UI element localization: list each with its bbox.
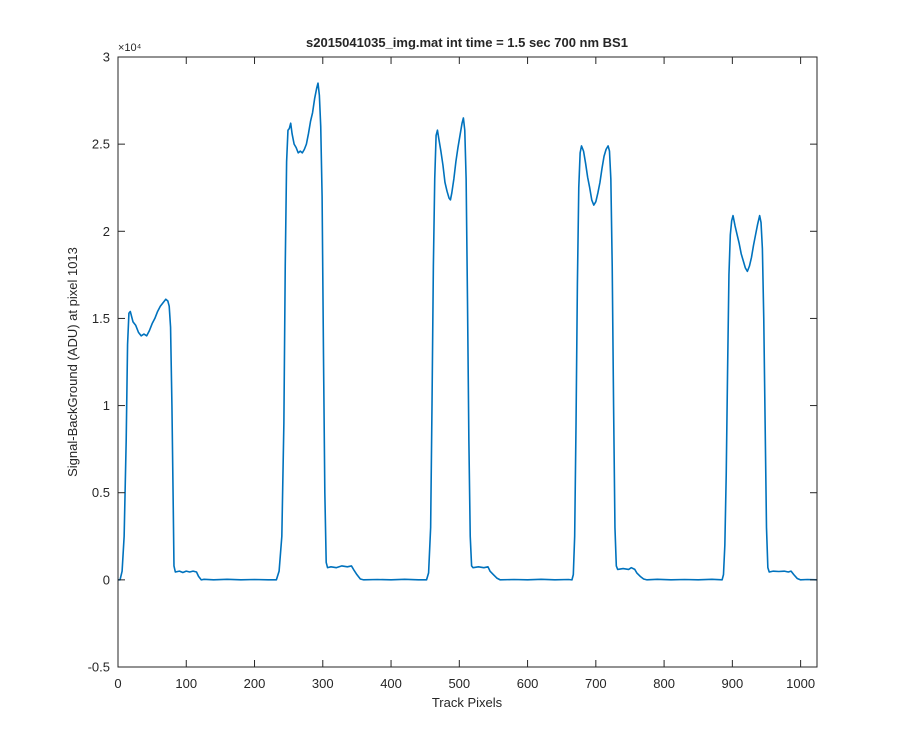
x-tick-label: 600 [517, 676, 539, 691]
y-tick-label: 2.5 [92, 137, 110, 152]
y-axis-ticks: -0.5 0 0.5 1 1.5 2 2.5 3 [88, 50, 817, 675]
y-tick-label: 2 [103, 224, 110, 239]
plot-area: 0 100 200 300 400 500 600 700 800 900 1000 -0.5 0 0.… [88, 50, 818, 691]
y-axis-title: Signal-BackGround (ADU) at pixel 1013 [65, 247, 80, 477]
x-tick-label: 300 [312, 676, 334, 691]
x-tick-label: 0 [114, 676, 121, 691]
x-axis-ticks: 0 100 200 300 400 500 600 700 800 900 1000 [114, 57, 815, 691]
y-tick-label: 0 [103, 572, 110, 587]
y-axis-exponent-label: ×10⁴ [118, 42, 142, 54]
x-tick-label: 700 [585, 676, 607, 691]
x-tick-label: 800 [653, 676, 675, 691]
x-tick-label: 500 [448, 676, 470, 691]
y-tick-label: -0.5 [88, 660, 110, 675]
x-tick-label: 200 [244, 676, 266, 691]
y-tick-label: 1 [103, 398, 110, 413]
x-tick-label: 900 [722, 676, 744, 691]
x-tick-label: 400 [380, 676, 402, 691]
chart-title: s2015041035_img.mat int time = 1.5 sec 7… [306, 35, 628, 50]
series-layer [118, 82, 818, 581]
y-tick-label: 0.5 [92, 485, 110, 500]
series-line [118, 82, 818, 581]
x-tick-label: 100 [175, 676, 197, 691]
y-tick-label: 3 [103, 50, 110, 65]
x-tick-label: 1000 [786, 676, 815, 691]
x-axis-title: Track Pixels [432, 695, 503, 710]
y-tick-label: 1.5 [92, 311, 110, 326]
axes-box [117, 56, 818, 668]
